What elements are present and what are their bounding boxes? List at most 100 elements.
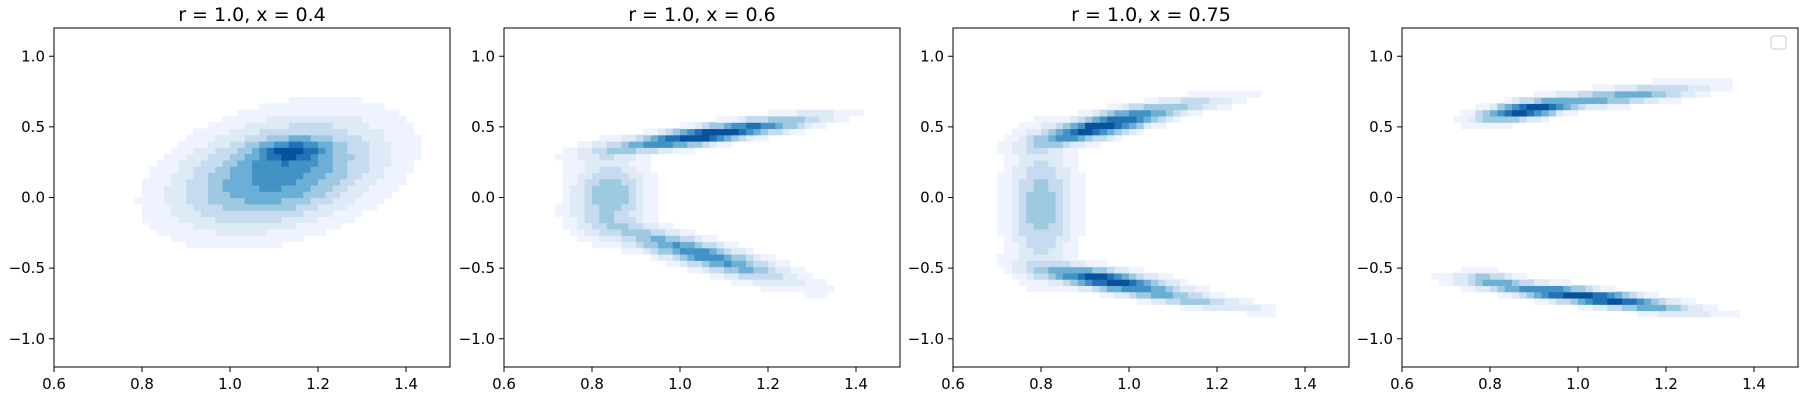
density-cell xyxy=(687,141,696,148)
density-cell xyxy=(288,122,297,130)
density-cell xyxy=(1070,166,1079,173)
density-cell xyxy=(391,141,400,148)
density-cell xyxy=(296,141,304,148)
density-cell xyxy=(621,153,630,161)
density-cell xyxy=(1695,78,1704,86)
density-cell xyxy=(274,122,282,130)
density-cell xyxy=(325,147,334,155)
density-cell xyxy=(318,128,326,136)
density-cell xyxy=(1070,241,1079,249)
density-cell xyxy=(171,147,180,155)
density-cell xyxy=(1666,90,1674,98)
density-cell xyxy=(1026,166,1035,173)
density-cell xyxy=(171,210,180,217)
density-cell xyxy=(310,122,319,130)
density-cell xyxy=(340,103,348,111)
density-cell xyxy=(636,222,644,230)
density-cell xyxy=(614,147,622,155)
density-cell xyxy=(266,184,275,192)
density-cell xyxy=(1085,260,1093,268)
density-cell xyxy=(310,109,319,117)
density-cell xyxy=(252,115,260,123)
density-cell xyxy=(1475,285,1484,293)
density-cell xyxy=(1673,90,1682,98)
density-cell xyxy=(760,279,769,286)
density-cell xyxy=(1607,297,1616,305)
density-cell xyxy=(156,203,165,211)
density-cell xyxy=(1548,90,1557,98)
density-cell xyxy=(200,134,209,142)
density-cell xyxy=(347,216,356,224)
density-cell xyxy=(222,216,231,224)
density-cell xyxy=(1033,159,1042,167)
density-cell xyxy=(1055,153,1064,161)
density-cell xyxy=(841,115,850,123)
density-cell xyxy=(1099,128,1108,136)
density-cell xyxy=(332,222,341,230)
density-cell xyxy=(672,247,681,255)
density-cell xyxy=(369,109,378,117)
density-cell xyxy=(848,109,857,117)
density-cell xyxy=(259,122,268,130)
density-cell xyxy=(1026,147,1035,155)
density-cell xyxy=(1651,97,1660,104)
density-cell xyxy=(369,128,378,136)
density-cell xyxy=(325,197,334,205)
density-cell xyxy=(584,216,593,224)
density-cell xyxy=(288,128,297,136)
density-cell xyxy=(266,147,275,155)
density-cell xyxy=(775,272,784,280)
density-cell xyxy=(186,241,194,249)
density-cell xyxy=(281,159,290,167)
density-cell xyxy=(1136,266,1145,274)
density-cell xyxy=(577,228,586,236)
density-cell xyxy=(643,241,652,249)
density-cell xyxy=(1041,172,1049,180)
density-cell xyxy=(362,203,370,211)
y-tick-label: −0.5 xyxy=(9,259,45,277)
density-cell xyxy=(325,184,334,192)
density-cell xyxy=(244,134,253,142)
density-cell xyxy=(259,184,268,192)
density-cell xyxy=(398,159,407,167)
density-cell xyxy=(680,134,688,142)
density-cell xyxy=(643,191,652,199)
density-cell xyxy=(1658,310,1667,318)
density-cell xyxy=(1048,122,1057,130)
density-cell xyxy=(1063,153,1071,161)
density-cell xyxy=(347,109,356,117)
density-cell xyxy=(288,172,297,180)
density-cell xyxy=(332,141,341,148)
density-cell xyxy=(1048,228,1057,236)
density-cell xyxy=(694,235,703,243)
density-cell xyxy=(1129,272,1137,280)
density-cell xyxy=(1526,109,1535,117)
density-cell xyxy=(1019,141,1027,148)
density-cell xyxy=(156,191,165,199)
density-cell xyxy=(1702,304,1711,312)
density-cell xyxy=(1702,84,1711,92)
density-cell xyxy=(1077,210,1086,217)
density-cell xyxy=(237,166,246,173)
density-cell xyxy=(1165,97,1174,104)
density-cell xyxy=(274,203,282,211)
density-cell xyxy=(1563,285,1572,293)
density-cell xyxy=(310,115,319,123)
density-cell xyxy=(658,241,666,249)
density-cell xyxy=(570,166,578,173)
density-cell xyxy=(1519,97,1528,104)
density-cell xyxy=(391,153,400,161)
density-cell xyxy=(709,128,718,136)
density-cell xyxy=(782,128,791,136)
density-cell xyxy=(1526,291,1535,299)
density-cell xyxy=(1688,90,1696,98)
density-cell xyxy=(606,147,615,155)
density-cell xyxy=(215,210,224,217)
density-cell xyxy=(1121,128,1130,136)
density-cell xyxy=(252,172,260,180)
density-cell xyxy=(1033,134,1042,142)
density-cell xyxy=(997,222,1005,230)
density-cell xyxy=(797,279,806,286)
density-cell xyxy=(592,235,600,243)
density-cell xyxy=(716,254,725,261)
